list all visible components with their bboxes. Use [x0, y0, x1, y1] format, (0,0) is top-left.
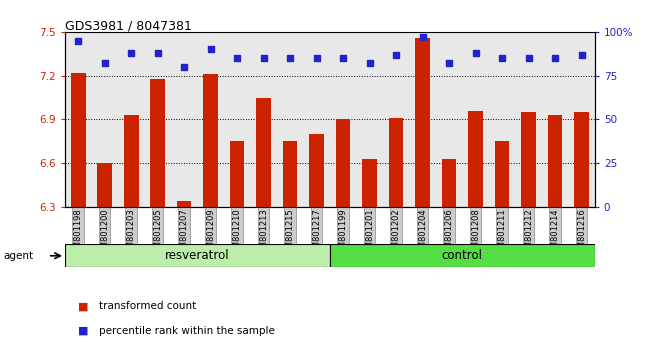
Bar — [150, 79, 165, 207]
Point — [523, 55, 534, 61]
Bar — [336, 119, 350, 207]
Bar — [203, 74, 218, 207]
Bar — [548, 115, 562, 207]
Point — [444, 61, 454, 66]
Bar — [98, 163, 112, 207]
Text: GDS3981 / 8047381: GDS3981 / 8047381 — [65, 19, 192, 33]
Bar — [230, 141, 244, 207]
Point — [232, 55, 242, 61]
Point — [285, 55, 295, 61]
Point — [497, 55, 507, 61]
Bar — [521, 112, 536, 207]
Point — [417, 34, 428, 40]
Point — [259, 55, 269, 61]
Point — [365, 61, 375, 66]
Point — [205, 47, 216, 52]
Point — [73, 38, 83, 44]
Bar — [256, 98, 271, 207]
Bar — [415, 38, 430, 207]
Bar — [468, 111, 483, 207]
Bar — [495, 141, 510, 207]
FancyBboxPatch shape — [65, 244, 330, 267]
Text: ■: ■ — [78, 326, 88, 336]
Bar — [309, 134, 324, 207]
Bar — [442, 159, 456, 207]
Bar — [389, 118, 404, 207]
Bar — [574, 112, 589, 207]
Point — [391, 52, 401, 57]
Bar — [124, 115, 138, 207]
Text: transformed count: transformed count — [99, 301, 197, 311]
Text: resveratrol: resveratrol — [165, 249, 229, 262]
Point — [471, 50, 481, 56]
Point — [179, 64, 189, 70]
Text: ■: ■ — [78, 301, 88, 311]
FancyBboxPatch shape — [330, 244, 595, 267]
Point — [338, 55, 348, 61]
Bar — [71, 73, 86, 207]
Text: control: control — [442, 249, 483, 262]
Point — [99, 61, 110, 66]
Bar — [283, 141, 298, 207]
Bar — [362, 159, 377, 207]
Bar — [177, 201, 192, 207]
Text: agent: agent — [3, 251, 33, 261]
Point — [126, 50, 136, 56]
Point — [311, 55, 322, 61]
Point — [153, 50, 163, 56]
Text: percentile rank within the sample: percentile rank within the sample — [99, 326, 276, 336]
Point — [577, 52, 587, 57]
Point — [550, 55, 560, 61]
